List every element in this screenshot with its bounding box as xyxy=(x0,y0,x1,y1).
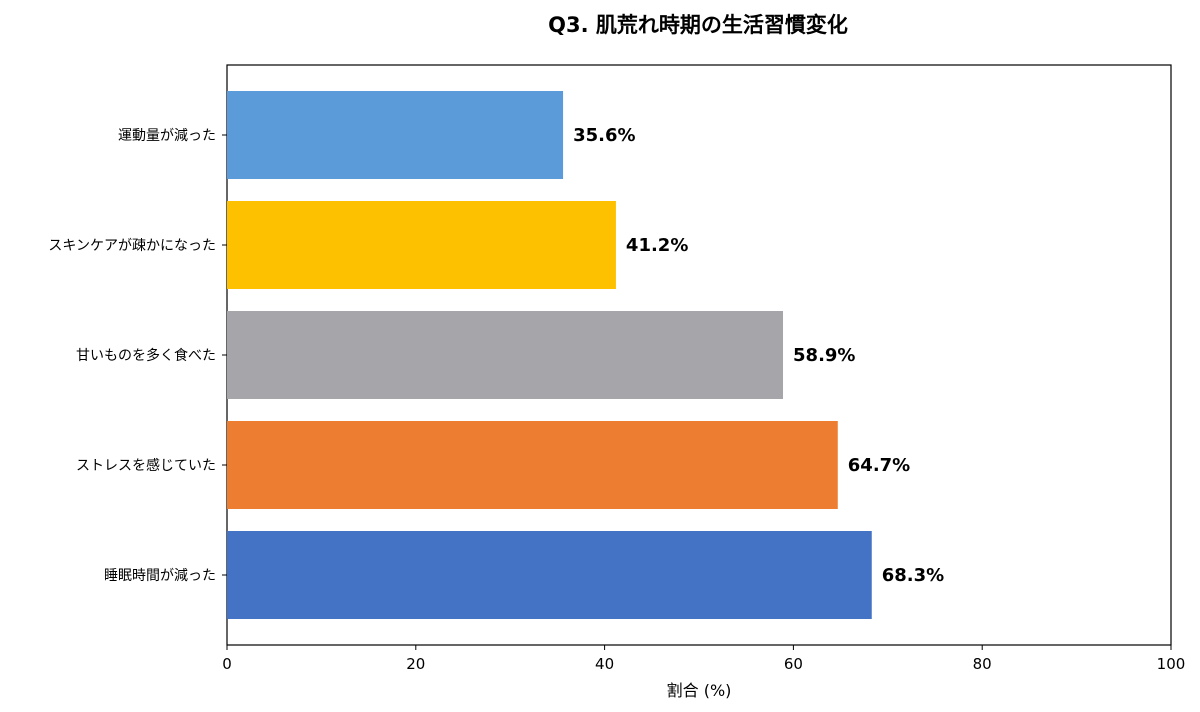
bar xyxy=(227,91,564,179)
data-label: 58.9% xyxy=(793,345,855,366)
data-label: 35.6% xyxy=(573,125,635,146)
bar xyxy=(227,311,784,399)
x-axis-label: 割合 (%) xyxy=(667,681,732,700)
x-tick-label: 40 xyxy=(595,655,614,673)
x-tick-label: 20 xyxy=(406,655,425,673)
x-tick-label: 100 xyxy=(1157,655,1186,673)
bar xyxy=(227,201,616,289)
x-tick-label: 0 xyxy=(222,655,232,673)
category-label: ストレスを感じていた xyxy=(76,457,216,474)
category-label: 甘いものを多く食べた xyxy=(76,347,216,364)
data-label: 64.7% xyxy=(848,455,910,476)
x-tick-label: 80 xyxy=(973,655,992,673)
chart-title: Q3. 肌荒れ時期の生活習慣変化 xyxy=(548,13,848,37)
category-label: 睡眠時間が減った xyxy=(104,567,216,584)
x-tick-label: 60 xyxy=(784,655,803,673)
data-label: 68.3% xyxy=(882,565,944,586)
bar xyxy=(227,421,838,509)
bar xyxy=(227,531,872,619)
category-label: スキンケアが疎かになった xyxy=(48,238,216,254)
data-label: 41.2% xyxy=(626,235,688,256)
category-label: 運動量が減った xyxy=(118,127,216,144)
